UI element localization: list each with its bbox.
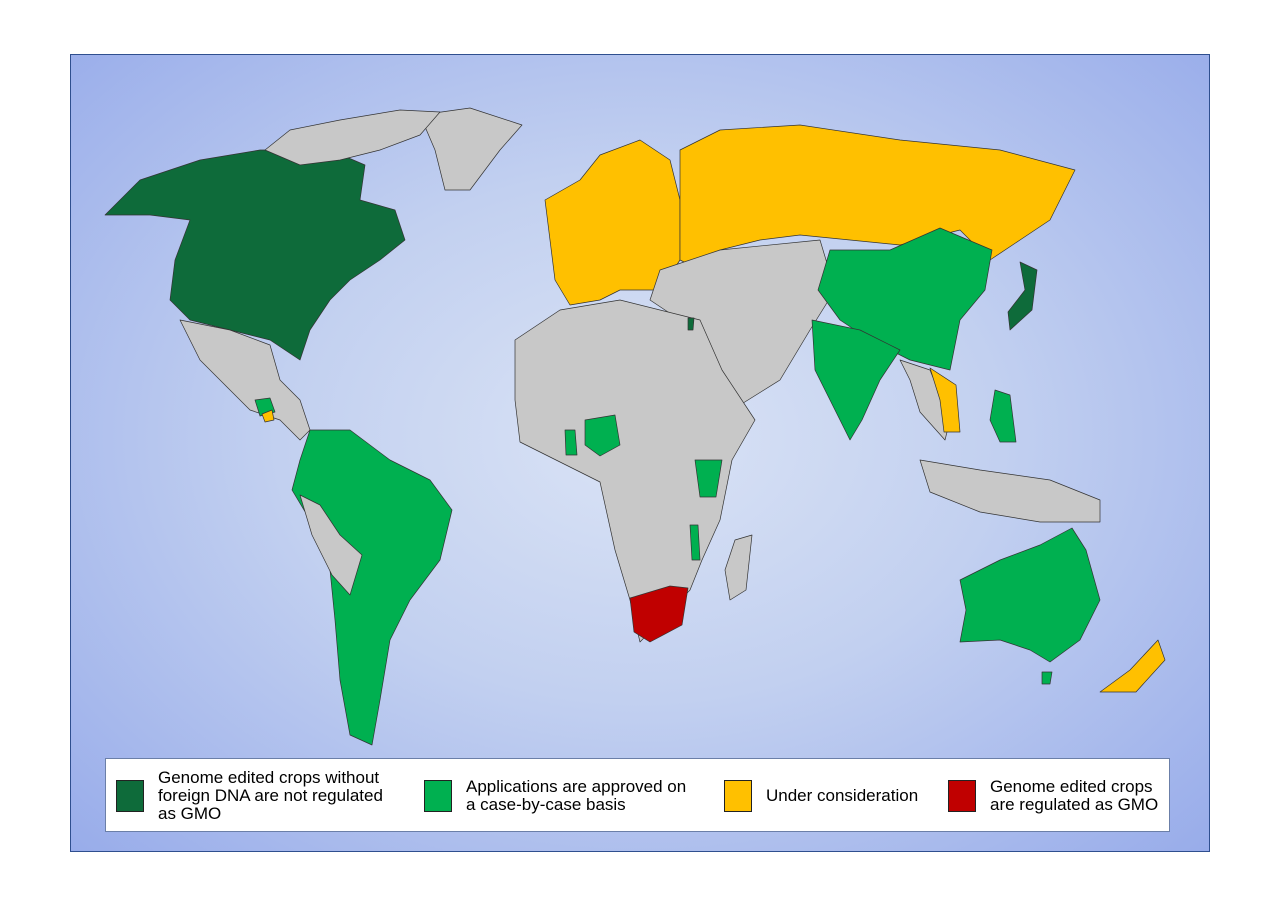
legend-swatch: [116, 780, 144, 812]
region-kenya: [694, 459, 723, 498]
legend-item-regulated-gmo: Genome edited crops are regulated as GMO: [948, 759, 1158, 833]
region-peru-bolivia-venezuela: [299, 494, 363, 596]
region-philippines: [989, 389, 1017, 443]
legend-swatch: [424, 780, 452, 812]
region-ghana: [564, 429, 578, 456]
region-japan: [1007, 261, 1038, 331]
region-vietnam: [929, 367, 961, 433]
legend-label: Genome edited crops are regulated as GMO: [990, 777, 1159, 814]
region-new-zealand: [1099, 639, 1166, 693]
legend-item-not-regulated: Genome edited crops without foreign DNA …: [116, 759, 383, 833]
region-israel: [687, 317, 695, 331]
region-india: [811, 319, 901, 441]
region-madagascar: [724, 534, 753, 601]
region-honduras: [261, 409, 275, 423]
legend-label: Under consideration: [766, 786, 919, 805]
region-greenland: [419, 107, 523, 191]
region-nigeria: [584, 414, 621, 457]
legend: Genome edited crops without foreign DNA …: [105, 758, 1170, 832]
region-indonesia: [919, 459, 1101, 523]
legend-label: Genome edited crops without foreign DNA …: [158, 768, 383, 823]
legend-swatch: [724, 780, 752, 812]
legend-label: Applications are approved on a case-by-c…: [466, 777, 687, 814]
region-australia: [959, 527, 1101, 663]
region-canada-usa: [104, 149, 406, 361]
region-arctic-islands: [264, 109, 441, 166]
region-southeast-asia: [899, 359, 951, 441]
region-tasmania: [1041, 671, 1053, 685]
legend-item-under-consideration: Under consideration: [724, 759, 918, 833]
region-mexico-central-america: [179, 319, 311, 441]
legend-swatch: [948, 780, 976, 812]
region-south-africa: [629, 585, 689, 643]
region-malawi: [689, 524, 701, 561]
region-china: [817, 227, 993, 371]
legend-item-case-by-case: Applications are approved on a case-by-c…: [424, 759, 686, 833]
region-south-america: [291, 429, 453, 746]
